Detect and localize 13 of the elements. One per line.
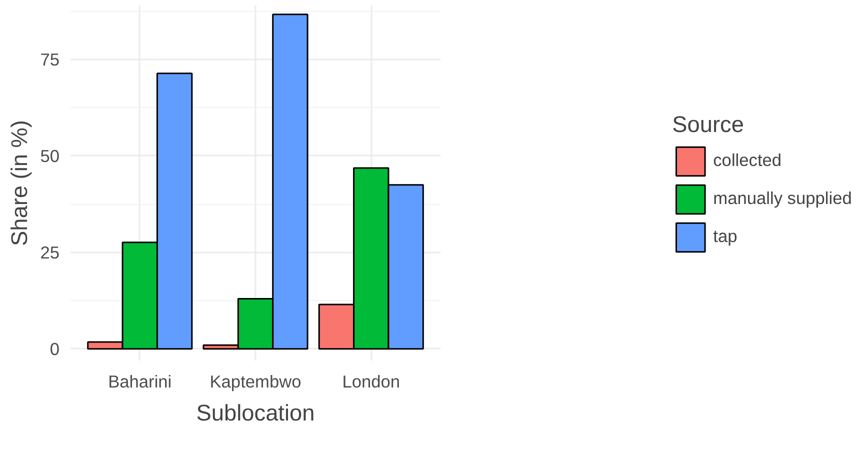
y-tick-label: 0 xyxy=(50,338,60,359)
y-tick-label: 50 xyxy=(40,146,60,166)
legend-label: collected xyxy=(713,150,782,171)
legend-label: manually supplied xyxy=(713,188,852,209)
y-tick-label: 75 xyxy=(40,50,60,70)
y-axis-title: Share (in %) xyxy=(6,120,32,246)
y-tick-label: 25 xyxy=(40,242,60,262)
x-axis-title: Sublocation xyxy=(196,400,315,426)
x-tick-label: Kaptembwo xyxy=(210,372,302,392)
x-tick-label: London xyxy=(342,372,400,392)
legend-label: tap xyxy=(713,226,738,247)
legend-title: Source xyxy=(672,110,745,138)
x-tick-label: Baharini xyxy=(108,372,172,392)
